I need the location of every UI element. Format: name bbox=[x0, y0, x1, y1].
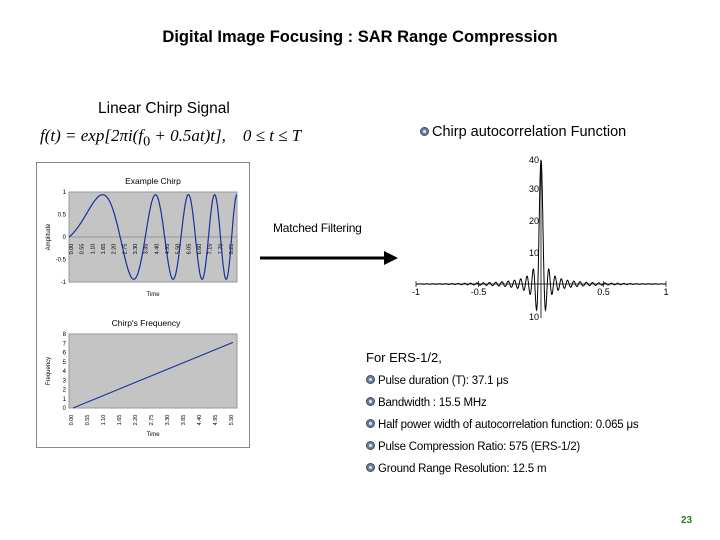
example-chirp-chart: Example Chirp 1 0.5 0 -0.5 -1 0.00 0.55 1.10 1.6… bbox=[46, 176, 238, 298]
arrow-right-icon bbox=[260, 251, 398, 265]
y-axis-label: Amplitude bbox=[46, 223, 52, 250]
bullet-icon bbox=[366, 397, 375, 406]
y-tick-label: 0.5 bbox=[58, 213, 67, 219]
bullet-item: Pulse duration (T): 37.1 μs bbox=[366, 375, 509, 387]
x-tick-label: 3.30 bbox=[165, 415, 171, 426]
x-tick-label: 0.5 bbox=[597, 287, 610, 297]
chirp-frequency-chart: Chirp's Frequency 8 7 6 5 4 3 2 1 00.00 0.55 1.10 1… bbox=[46, 318, 238, 438]
x-tick-label: 0.00 bbox=[69, 415, 75, 426]
y-tick-label: 1 bbox=[63, 397, 67, 403]
bullet-icon bbox=[366, 375, 375, 384]
chirp-charts-panel: Example Chirp 1 0.5 0 -0.5 -1 0.00 0.55 1.10 1.6… bbox=[36, 162, 250, 448]
x-tick-label: 2.75 bbox=[149, 415, 155, 426]
x-tick-label: 2.75 bbox=[122, 244, 128, 255]
x-tick-label: 6.05 bbox=[186, 244, 192, 255]
chart-title: Chirp's Frequency bbox=[112, 318, 181, 328]
matched-filtering-label: Matched Filtering bbox=[273, 221, 362, 235]
x-tick-label: 3.85 bbox=[181, 415, 187, 426]
x-tick-label: -0.5 bbox=[471, 287, 487, 297]
bullet-item: Ground Range Resolution: 12.5 m bbox=[366, 463, 547, 475]
bullet-icon bbox=[366, 463, 375, 472]
x-axis-label: Time bbox=[146, 432, 160, 438]
x-tick-label: 3.30 bbox=[133, 244, 139, 255]
y-tick-label: 2 bbox=[63, 388, 67, 394]
x-tick-label: -1 bbox=[412, 287, 420, 297]
y-tick-label: -1 bbox=[61, 280, 67, 286]
x-tick-label: 4.95 bbox=[165, 244, 171, 255]
bullet-item: Bandwidth : 15.5 MHz bbox=[366, 397, 487, 409]
slide-title: Digital Image Focusing : SAR Range Compr… bbox=[162, 28, 558, 46]
subtitle-linear-chirp: Linear Chirp Signal bbox=[98, 100, 230, 117]
x-tick-label: 1.65 bbox=[101, 244, 107, 255]
y-tick-label: 10 bbox=[529, 248, 539, 258]
x-tick-label: 1.10 bbox=[101, 415, 107, 426]
x-tick-label: 4.40 bbox=[197, 415, 203, 426]
x-tick-label: 5.50 bbox=[176, 244, 182, 255]
x-tick-label: 3.85 bbox=[144, 244, 150, 255]
bullet-item: Half power width of autocorrelation func… bbox=[366, 419, 639, 431]
autocorr-label: Chirp autocorrelation Function bbox=[432, 124, 627, 140]
y-tick-label: 1 bbox=[63, 190, 67, 196]
bullet-icon bbox=[420, 127, 429, 136]
chirp-signal-line bbox=[68, 194, 238, 281]
y-axis-label: Frequency bbox=[46, 357, 52, 385]
y-tick-label: 6 bbox=[63, 351, 67, 357]
y-tick-label: 5 bbox=[63, 360, 67, 366]
bullet-text: Bandwidth : 15.5 MHz bbox=[378, 397, 487, 409]
formula-lhs: f(t) = exp[2πi(f bbox=[40, 126, 144, 145]
x-tick-label: 1.10 bbox=[90, 244, 96, 255]
autocorrelation-chart: 40 30 20 10 10 -1 -0.5 0.5 1 bbox=[412, 155, 669, 322]
x-tick-label: 2.20 bbox=[112, 244, 118, 255]
y-tick-label: 40 bbox=[529, 155, 539, 165]
x-tick-label: 0.00 bbox=[69, 244, 75, 255]
y-tick-label: 30 bbox=[529, 184, 539, 194]
x-tick-label: 7.15 bbox=[208, 244, 214, 255]
x-tick-label: 0.55 bbox=[80, 244, 86, 255]
formula-condition: 0 ≤ t ≤ T bbox=[242, 126, 302, 145]
x-tick-label: 1.65 bbox=[117, 415, 123, 426]
page-number: 23 bbox=[681, 515, 693, 526]
autocorrelation-line bbox=[416, 159, 666, 312]
x-tick-label: 2.20 bbox=[133, 415, 139, 426]
bullet-text: Pulse duration (T): 37.1 μs bbox=[378, 375, 509, 387]
x-tick-label: 0.55 bbox=[85, 415, 91, 426]
y-tick-label: 8 bbox=[63, 332, 67, 338]
ers-heading: For ERS-1/2, bbox=[366, 350, 442, 365]
y-tick-label: 0 bbox=[63, 406, 67, 412]
y-tick-label: -0.5 bbox=[56, 258, 67, 264]
chirp-formula: f(t) = exp[2πi(f0 + 0.5at)t], 0 ≤ t ≤ T bbox=[40, 126, 301, 150]
bullet-text: Half power width of autocorrelation func… bbox=[378, 419, 639, 431]
y-tick-label: 3 bbox=[63, 378, 67, 384]
formula-sub0: 0 bbox=[143, 133, 151, 150]
x-tick-label: 1 bbox=[663, 287, 668, 297]
x-tick-label: 6.60 bbox=[197, 244, 203, 255]
formula-mid: + 0.5at)t], bbox=[150, 126, 226, 145]
y-tick-label: 20 bbox=[529, 216, 539, 226]
bullet-text: Ground Range Resolution: 12.5 m bbox=[378, 463, 547, 475]
x-tick-label: 5.50 bbox=[229, 415, 235, 426]
bullet-item: Pulse Compression Ratio: 575 (ERS-1/2) bbox=[366, 441, 580, 453]
frequency-line bbox=[72, 341, 234, 409]
y-tick-label: 4 bbox=[63, 369, 67, 375]
chart-title: Example Chirp bbox=[125, 176, 181, 186]
y-tick-label: 10 bbox=[529, 312, 539, 322]
x-tick-label: 8.25 bbox=[229, 244, 235, 255]
y-tick-label: 7 bbox=[63, 341, 67, 347]
bullet-text: Pulse Compression Ratio: 575 (ERS-1/2) bbox=[378, 441, 581, 453]
x-tick-label: 4.40 bbox=[154, 244, 160, 255]
x-tick-label: 4.95 bbox=[213, 415, 219, 426]
bullet-icon bbox=[366, 441, 375, 450]
y-tick-label: 0 bbox=[63, 235, 67, 241]
x-axis-label: Time bbox=[146, 292, 160, 298]
autocorr-heading: Chirp autocorrelation Function bbox=[420, 124, 626, 140]
bullet-icon bbox=[366, 419, 375, 428]
